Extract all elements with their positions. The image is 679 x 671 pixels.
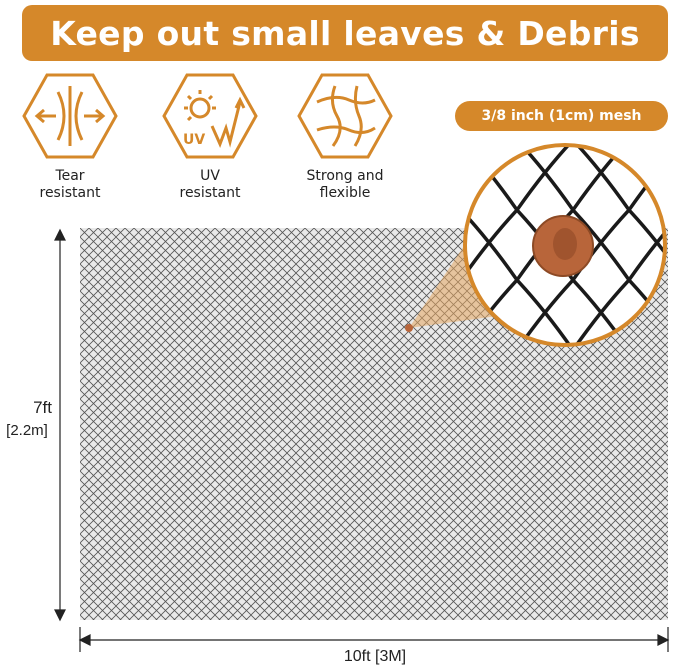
height-ft-label: 7ft xyxy=(33,398,52,417)
mesh-zoom-callout xyxy=(405,143,667,347)
tear-resistant-icon xyxy=(22,73,118,159)
feature-label: flexible xyxy=(319,185,371,201)
feature-tear-resistant: Tear resistant xyxy=(10,72,130,202)
height-m-label: [2.2m] xyxy=(6,422,48,439)
feature-label: resistant xyxy=(39,185,101,201)
mesh-size-label: 3/8 inch (1cm) mesh xyxy=(481,108,642,124)
headline-banner: Keep out small leaves & Debris xyxy=(22,5,668,61)
uv-icon-text: UV xyxy=(183,132,205,148)
width-label: 10ft [3M] xyxy=(280,648,470,666)
uv-resistant-icon: UV xyxy=(162,73,258,159)
feature-label: resistant xyxy=(179,185,241,201)
feature-label: Tear xyxy=(55,168,85,184)
feature-label: Strong and xyxy=(306,168,384,184)
feature-strong-flexible: Strong and flexible xyxy=(285,72,405,202)
strong-flexible-icon xyxy=(297,73,393,159)
mesh-size-badge: 3/8 inch (1cm) mesh xyxy=(455,101,668,131)
feature-label: UV xyxy=(200,168,220,184)
headline: Keep out small leaves & Debris xyxy=(50,13,640,53)
penny-marker xyxy=(405,324,413,332)
feature-uv-resistant: UV UV resistant xyxy=(150,72,270,202)
